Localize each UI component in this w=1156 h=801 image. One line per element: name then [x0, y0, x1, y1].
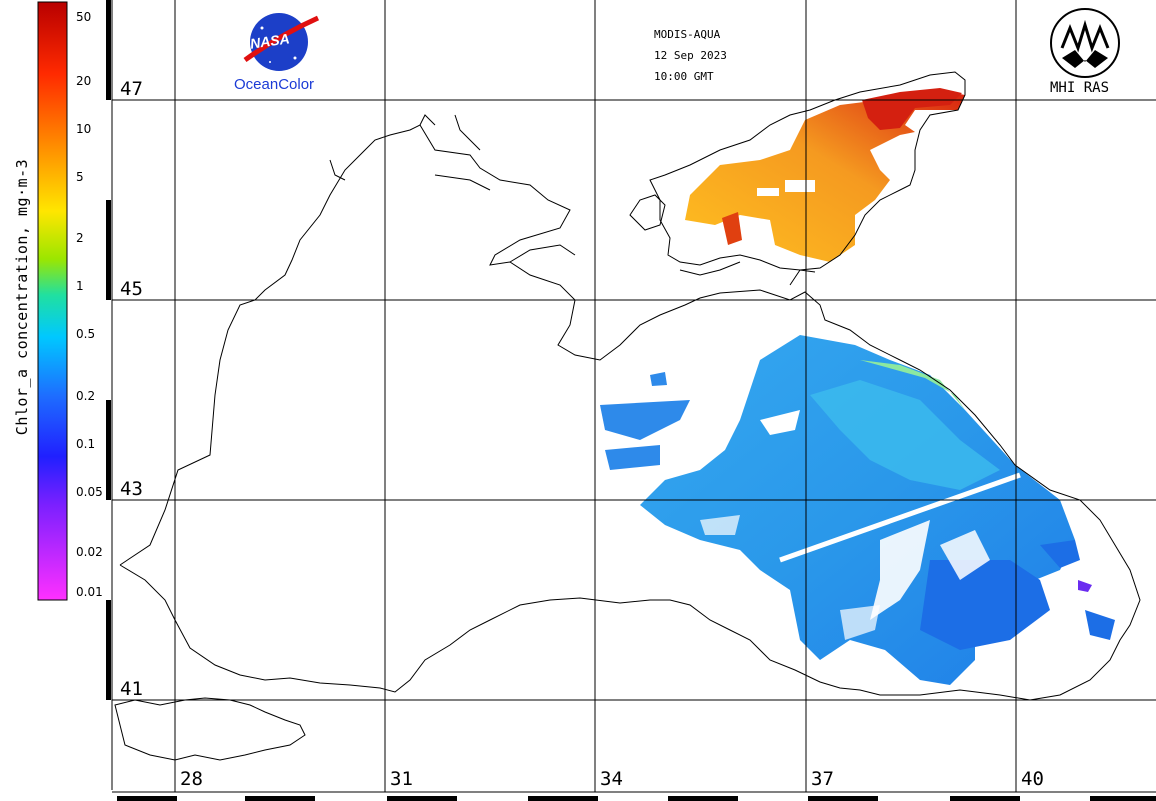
lon-label: 28 [180, 768, 203, 790]
lat-label: 41 [120, 678, 143, 700]
image-date: 12 Sep 2023 [654, 49, 727, 62]
oceancolor-label: OceanColor [234, 76, 315, 93]
mhi-ras-logo [1050, 8, 1120, 78]
colorbar-tick: 0.1 [76, 437, 96, 451]
azov-chlorophyll-field [685, 88, 965, 262]
lat-lon-grid [112, 0, 1156, 792]
lat-label: 47 [120, 78, 143, 100]
lon-label: 37 [811, 768, 834, 790]
latitude-ruler [106, 0, 113, 790]
lat-label: 45 [120, 278, 143, 300]
colorbar-tick: 0.01 [76, 585, 103, 599]
colorbar-tick: 1 [76, 279, 84, 293]
source-info: MODIS-AQUA 12 Sep 2023 10:00 GMT [654, 24, 727, 87]
nasa-logo [243, 13, 320, 71]
colorbar-tick: 0.02 [76, 545, 103, 559]
image-time: 10:00 GMT [654, 70, 714, 83]
lat-label: 43 [120, 478, 143, 500]
colorbar-tick: 2 [76, 231, 84, 245]
lon-label: 31 [390, 768, 413, 790]
longitude-ruler [112, 791, 1156, 801]
colorbar [37, 1, 68, 601]
lon-label: 34 [600, 768, 623, 790]
colorbar-tick: 0.05 [76, 485, 103, 499]
colorbar-tick: 5 [76, 170, 84, 184]
colorbar-tick: 0.2 [76, 389, 96, 403]
sensor-name: MODIS-AQUA [654, 28, 721, 41]
colorbar-tick: 0.5 [76, 327, 96, 341]
mhi-ras-label: MHI RAS [1050, 80, 1110, 96]
blacksea-chlorophyll-field [600, 335, 1115, 685]
colorbar-tick: 20 [76, 74, 92, 88]
colorbar-tick: 50 [76, 10, 92, 24]
lon-label: 40 [1021, 768, 1044, 790]
colorbar-tick: 10 [76, 122, 92, 136]
coastline [114, 71, 1141, 761]
